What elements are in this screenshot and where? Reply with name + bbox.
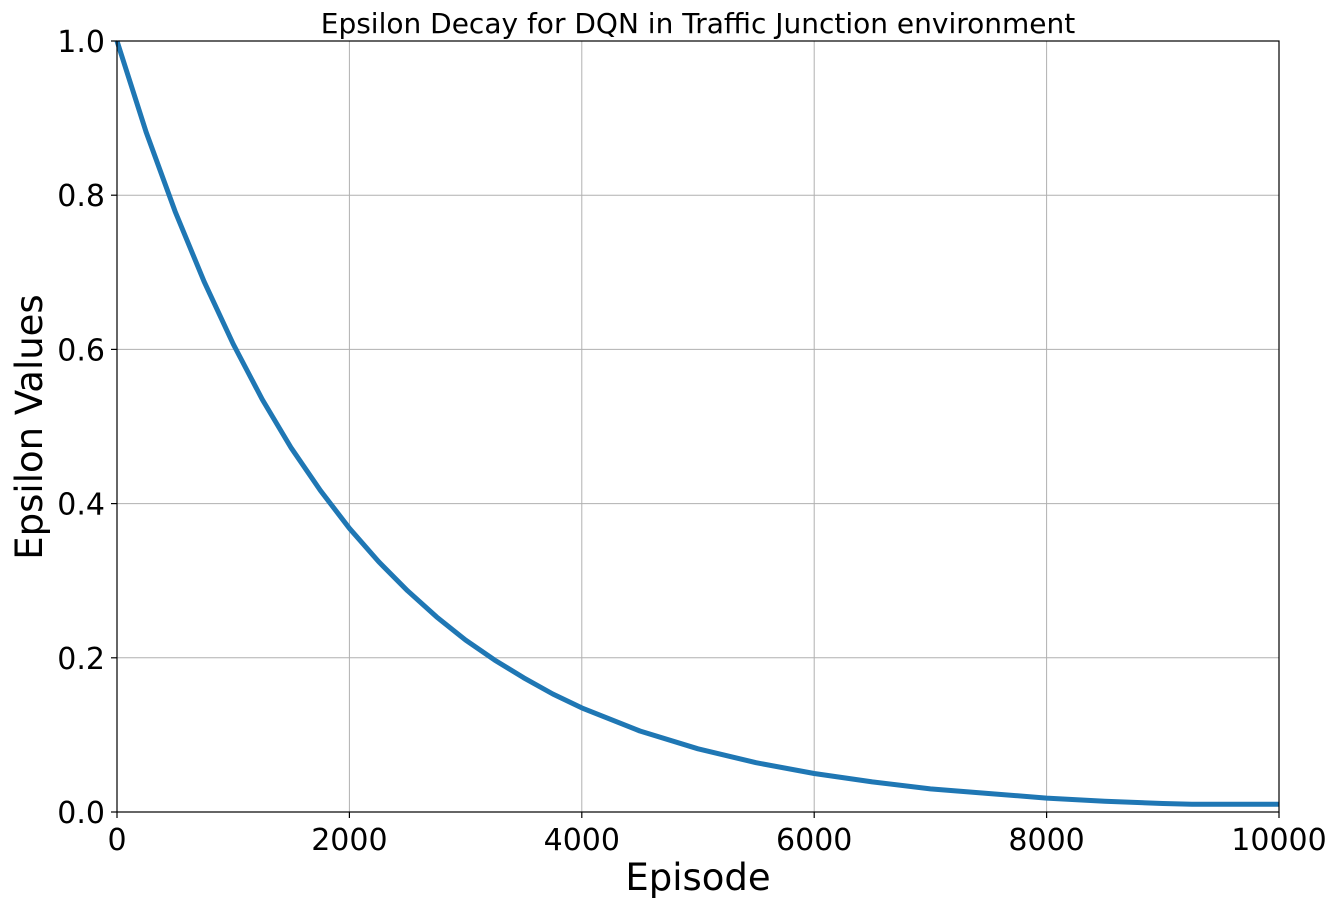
chart-title: Epsilon Decay for DQN in Traffic Junctio…: [321, 7, 1076, 40]
x-tick-label: 0: [107, 823, 126, 858]
plot-frame: [116, 40, 1280, 813]
x-axis-label: Episode: [625, 856, 770, 899]
x-axis-ticks: 0 2000 4000 6000 8000 10000: [107, 812, 1327, 858]
y-tick-label: 1.0: [57, 25, 105, 60]
y-axis-ticks: 0.0 0.2 0.4 0.6 0.8 1.0: [57, 25, 117, 831]
epsilon-series-line: [114, 40, 1279, 807]
y-tick-label: 0.2: [57, 642, 105, 677]
y-tick-label: 0.4: [57, 488, 105, 523]
x-tick-label: 8000: [1008, 823, 1084, 858]
y-tick-label: 0.0: [57, 796, 105, 831]
x-tick-label: 10000: [1231, 823, 1326, 858]
series-layer: [114, 40, 1279, 807]
x-tick-label: 2000: [311, 823, 387, 858]
y-tick-label: 0.8: [57, 179, 105, 214]
y-tick-label: 0.6: [57, 333, 105, 368]
x-tick-label: 4000: [544, 823, 620, 858]
y-axis-label: Epsilon Values: [8, 294, 51, 559]
grid-lines: [116, 40, 1280, 813]
x-tick-label: 6000: [776, 823, 852, 858]
